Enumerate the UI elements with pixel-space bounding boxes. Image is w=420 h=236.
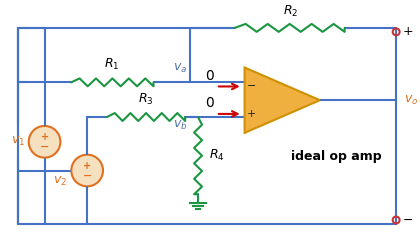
- Text: 0: 0: [205, 96, 214, 110]
- Text: $v_o$: $v_o$: [404, 94, 418, 107]
- Text: −: −: [40, 142, 49, 152]
- Text: 0: 0: [205, 68, 214, 83]
- Text: +: +: [83, 160, 91, 171]
- Text: +: +: [40, 132, 49, 142]
- Polygon shape: [244, 67, 320, 133]
- Text: $R_4$: $R_4$: [209, 148, 225, 163]
- Text: −: −: [82, 170, 92, 181]
- Text: $v_2$: $v_2$: [53, 174, 67, 188]
- Text: +: +: [403, 25, 414, 38]
- Circle shape: [71, 155, 103, 186]
- Text: $R_1$: $R_1$: [104, 57, 120, 72]
- Text: $v_1$: $v_1$: [10, 135, 25, 148]
- Text: $v_a$: $v_a$: [173, 62, 187, 76]
- Text: $R_3$: $R_3$: [138, 92, 153, 107]
- Text: $v_b$: $v_b$: [173, 119, 187, 132]
- Text: +: +: [247, 109, 256, 119]
- Text: $R_2$: $R_2$: [283, 4, 298, 19]
- Text: −: −: [403, 214, 414, 227]
- Circle shape: [29, 126, 60, 158]
- Text: −: −: [247, 81, 256, 92]
- Text: ideal op amp: ideal op amp: [291, 150, 382, 163]
